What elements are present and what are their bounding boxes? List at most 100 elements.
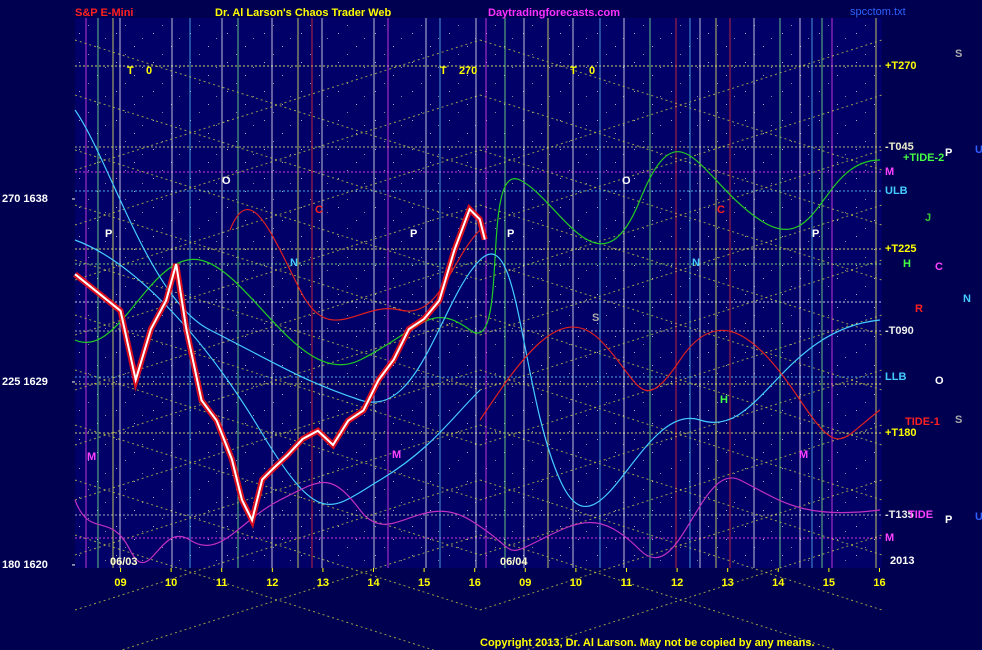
diagonal xyxy=(479,204,883,336)
diagonal xyxy=(479,479,883,611)
plot-label: T 0 xyxy=(127,65,152,77)
level-label: +T180 xyxy=(885,427,917,439)
planet-label: S xyxy=(955,414,962,426)
x-tick-label: 11 xyxy=(216,577,228,589)
plot-label: M xyxy=(799,449,808,461)
copyright: Copyright 2013, Dr. Al Larson. May not b… xyxy=(480,637,815,649)
site: Daytradingforecasts.com xyxy=(488,7,620,19)
x-tick-label: 12 xyxy=(266,577,278,589)
planet-label: J xyxy=(925,212,931,224)
level-label: +TIDE-2 xyxy=(903,152,944,164)
y-tick-label: 225 1629 xyxy=(2,376,48,388)
indicator-curve xyxy=(74,151,881,366)
planet-label: U xyxy=(975,511,982,523)
diagonal xyxy=(524,534,883,650)
x-tick-label: 09 xyxy=(114,577,126,589)
x-tick-label: 15 xyxy=(418,577,430,589)
x-tick-label: 09 xyxy=(519,577,531,589)
x-tick-label: 11 xyxy=(621,577,633,589)
x-tick-label: 16 xyxy=(469,577,481,589)
x-tick-label: 13 xyxy=(317,577,329,589)
plot-label: M xyxy=(392,449,401,461)
diagonal xyxy=(74,479,481,611)
planet-label: P xyxy=(945,514,952,526)
level-label: TIDE-1 xyxy=(905,416,940,428)
diagonal xyxy=(74,39,481,171)
chart-title: Dr. Al Larson's Chaos Trader Web xyxy=(215,7,392,19)
indicator-curve xyxy=(74,477,881,564)
level-label: -T045 xyxy=(885,141,914,153)
diagonal xyxy=(74,314,481,446)
diagonal xyxy=(74,479,481,611)
plot-label: C xyxy=(717,204,725,216)
diagonal xyxy=(74,39,481,171)
planet-label: P xyxy=(945,147,952,159)
date-label: 06/04 xyxy=(500,556,528,568)
diagonal xyxy=(479,369,883,501)
x-tick-label: 10 xyxy=(570,577,582,589)
x-tick-label: 14 xyxy=(367,577,380,589)
plot-label: T 0 xyxy=(570,65,595,77)
planet-label: N xyxy=(963,293,971,305)
diagonal xyxy=(479,39,883,171)
diagonal xyxy=(74,424,481,556)
diagonal xyxy=(479,259,883,391)
planet-label: S xyxy=(955,48,962,60)
level-label: +T270 xyxy=(885,60,917,72)
plot-label: N xyxy=(290,257,298,269)
diagonal xyxy=(74,369,481,501)
level-label: 2013 xyxy=(890,555,914,567)
y-tick-label: 180 1620 xyxy=(2,559,48,571)
level-label: TIDE xyxy=(908,509,933,521)
indicator-curve xyxy=(74,109,881,508)
diagonal xyxy=(74,534,435,650)
level-label: ULB xyxy=(885,185,908,197)
x-tick-label: 13 xyxy=(722,577,734,589)
diagonal xyxy=(74,149,481,281)
diagonal xyxy=(479,149,883,281)
x-tick-label: 16 xyxy=(873,577,885,589)
plot-label: P xyxy=(507,228,514,240)
planet-label: C xyxy=(935,261,943,273)
diagonal xyxy=(74,259,481,391)
diagonal xyxy=(74,149,481,281)
level-label: H xyxy=(903,258,911,270)
price-line xyxy=(74,207,486,524)
x-tick-label: 14 xyxy=(772,577,785,589)
diagonal xyxy=(74,424,481,556)
level-label: LLB xyxy=(885,371,906,383)
x-tick-label: 15 xyxy=(823,577,835,589)
plot-label: S xyxy=(592,312,599,324)
plot-label: O xyxy=(622,175,631,187)
plot-label: P xyxy=(812,228,819,240)
diagonal xyxy=(120,534,481,650)
date-label: 06/03 xyxy=(110,556,138,568)
planet-label: R xyxy=(915,303,923,315)
symbol: S&P E-Mini xyxy=(75,7,133,19)
plot-label: M xyxy=(87,451,96,463)
plot-label: C xyxy=(315,204,323,216)
planet-label: O xyxy=(935,375,944,387)
diagonal xyxy=(74,259,481,391)
plot-label: P xyxy=(410,228,417,240)
diagonal xyxy=(74,204,481,336)
level-label: M xyxy=(885,532,894,544)
level-label: -T135 xyxy=(885,509,914,521)
diagonal xyxy=(479,424,883,556)
x-tick-label: 10 xyxy=(165,577,177,589)
diagonal xyxy=(74,369,481,501)
y-tick-label: 270 1638 xyxy=(2,193,48,205)
indicator-curve xyxy=(74,239,481,505)
plot-texture xyxy=(75,18,882,568)
diagonal xyxy=(74,204,481,336)
plot-label: O xyxy=(222,175,231,187)
planet-label: U xyxy=(975,144,982,156)
diagonal xyxy=(74,94,481,226)
level-label: M xyxy=(885,166,894,178)
diagonal xyxy=(74,314,481,446)
x-tick-label: 12 xyxy=(671,577,683,589)
file-name: spcctom.txt xyxy=(850,6,906,18)
plot-label: P xyxy=(105,228,112,240)
